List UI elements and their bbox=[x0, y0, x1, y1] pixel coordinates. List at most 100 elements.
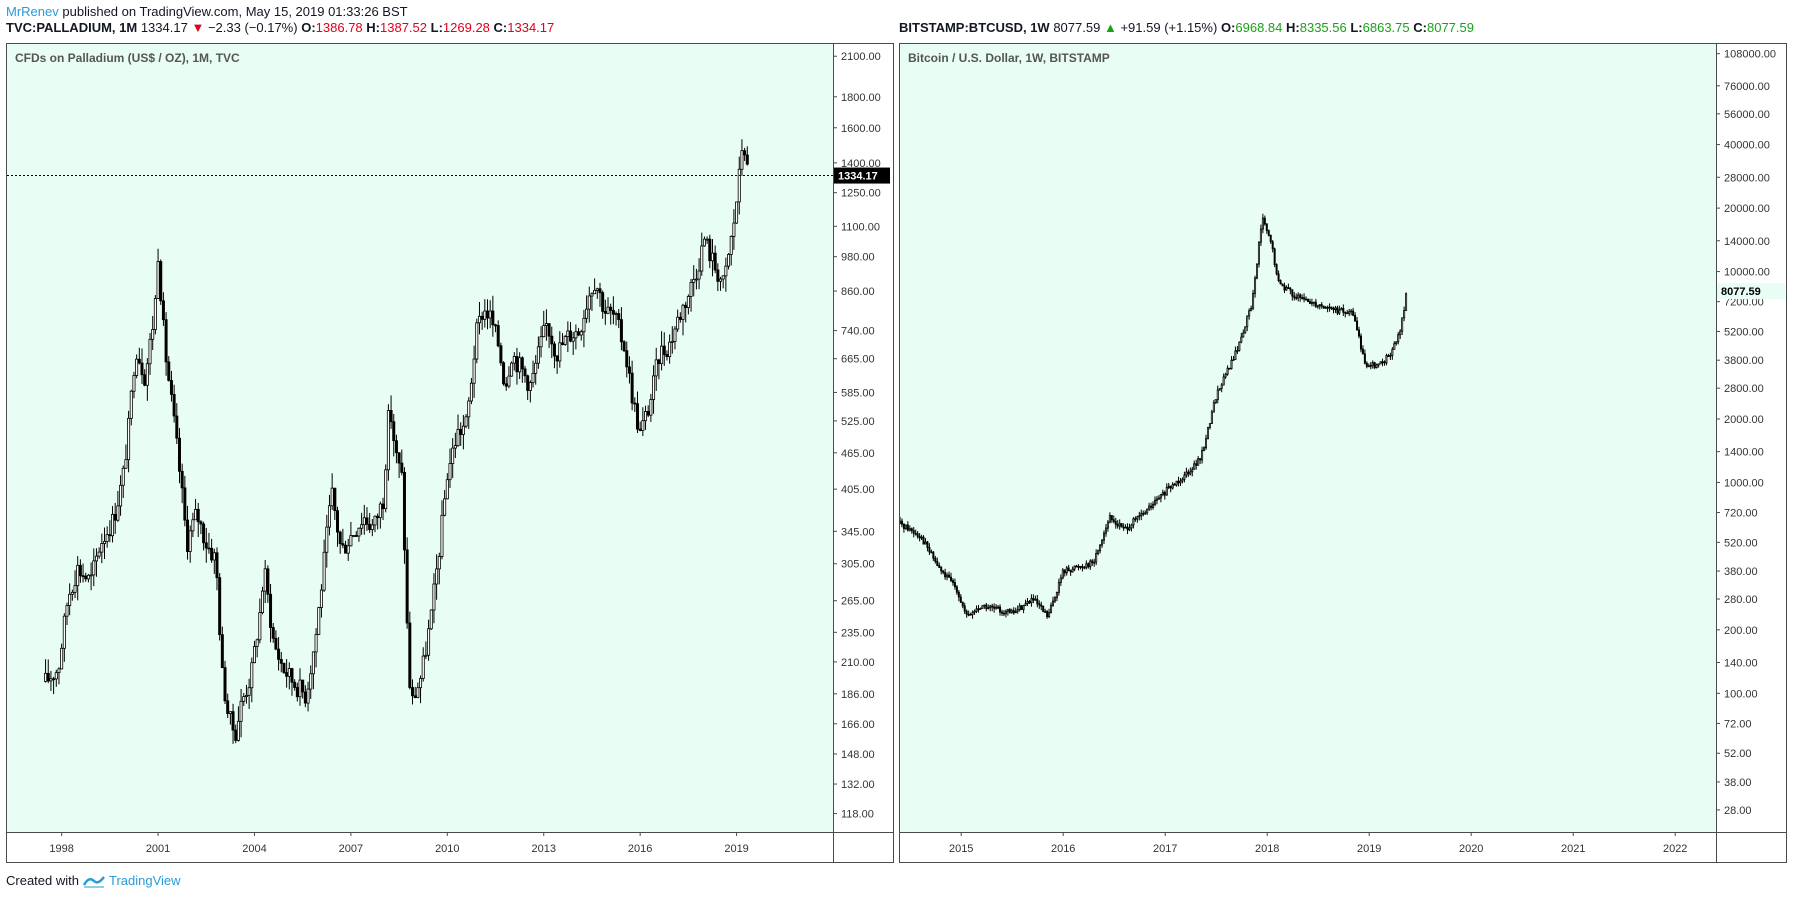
candle-body bbox=[427, 628, 431, 656]
candle-body bbox=[1356, 320, 1359, 331]
candle-body bbox=[713, 252, 717, 271]
candle-body bbox=[1044, 611, 1047, 613]
candle-body bbox=[1201, 450, 1204, 461]
candle-body bbox=[1357, 329, 1360, 337]
candle-body bbox=[499, 345, 503, 364]
candle-body bbox=[676, 316, 680, 330]
candle-body bbox=[94, 555, 98, 562]
palladium-chart-panel[interactable]: CFDs on Palladium (US$ / OZ), 1M, TVC 210… bbox=[6, 43, 894, 863]
y-tick-label: 118.00 bbox=[841, 809, 874, 821]
candle-body bbox=[370, 524, 374, 531]
chart-title: Bitcoin / U.S. Dollar, 1W, BITSTAMP bbox=[908, 51, 1110, 65]
y-tick-label: 108000.00 bbox=[1724, 49, 1776, 61]
candle-body bbox=[1254, 277, 1257, 294]
footer: Created with TradingView bbox=[6, 873, 181, 888]
candle-body bbox=[1263, 217, 1266, 225]
candle-body bbox=[930, 551, 933, 554]
right-c-label: C: bbox=[1413, 20, 1427, 35]
candle-body bbox=[1093, 561, 1096, 564]
right-symbol[interactable]: BITSTAMP:BTCUSD, 1W bbox=[899, 20, 1050, 35]
candle-body bbox=[654, 359, 658, 377]
candle-body bbox=[1295, 297, 1298, 299]
candle-body bbox=[169, 380, 173, 395]
candle-body bbox=[397, 452, 401, 464]
candle-body bbox=[644, 411, 648, 422]
candle-body bbox=[1261, 217, 1264, 230]
right-o-label: O: bbox=[1220, 20, 1236, 35]
candle-body bbox=[1104, 527, 1107, 534]
y-tick-label: 186.00 bbox=[841, 689, 875, 701]
candle-body bbox=[1318, 304, 1321, 307]
y-tick-label: 148.00 bbox=[841, 749, 875, 761]
candle-body bbox=[689, 281, 693, 297]
candle-body bbox=[617, 313, 621, 320]
candle-body bbox=[156, 261, 160, 299]
candle-body bbox=[210, 547, 214, 561]
candle-body bbox=[1301, 297, 1304, 299]
y-tick-label: 3800.00 bbox=[1724, 355, 1764, 367]
candle-body bbox=[137, 358, 141, 364]
candle-body bbox=[435, 568, 439, 585]
candle-body bbox=[705, 238, 709, 241]
candle-body bbox=[1332, 308, 1335, 311]
candle-body bbox=[1267, 230, 1270, 236]
candle-body bbox=[1363, 353, 1366, 364]
candle-body bbox=[1136, 516, 1139, 520]
y-tick-label: 132.00 bbox=[841, 779, 875, 791]
candle-body bbox=[215, 552, 219, 579]
candle-body bbox=[164, 319, 168, 363]
candle-body bbox=[619, 319, 623, 343]
candle-body bbox=[218, 577, 222, 636]
bitcoin-chart-panel[interactable]: Bitcoin / U.S. Dollar, 1W, BITSTAMP 10800… bbox=[898, 43, 1787, 863]
bitcoin-chart[interactable]: Bitcoin / U.S. Dollar, 1W, BITSTAMP 10800… bbox=[898, 44, 1786, 862]
tradingview-link[interactable]: TradingView bbox=[108, 873, 181, 888]
candle-body bbox=[1142, 512, 1145, 515]
candle-body bbox=[1405, 293, 1408, 311]
x-tick-label: 1998 bbox=[49, 843, 73, 855]
candle-body bbox=[630, 372, 634, 404]
candle-body bbox=[411, 687, 415, 697]
candle-body bbox=[1173, 483, 1176, 486]
palladium-chart[interactable]: CFDs on Palladium (US$ / OZ), 1M, TVC 210… bbox=[7, 44, 893, 862]
candle-body bbox=[325, 526, 329, 553]
candle-body bbox=[1342, 308, 1345, 313]
x-tick-label: 2017 bbox=[1153, 843, 1177, 855]
candle-body bbox=[948, 574, 951, 578]
candle-body bbox=[1383, 361, 1386, 364]
left-symbol[interactable]: TVC:PALLADIUM, 1M bbox=[6, 20, 138, 35]
candle-body bbox=[1373, 362, 1376, 368]
candle-body bbox=[595, 288, 599, 291]
candle-body bbox=[526, 375, 530, 391]
candle-body bbox=[1157, 497, 1160, 500]
author-link[interactable]: MrRenev bbox=[6, 4, 59, 19]
y-tick-label: 740.00 bbox=[841, 326, 875, 338]
candle-body bbox=[1199, 458, 1202, 461]
candle-body bbox=[542, 325, 546, 338]
candle-body bbox=[900, 520, 903, 525]
candle-body bbox=[1108, 515, 1111, 523]
candle-body bbox=[1183, 474, 1186, 480]
candle-body bbox=[394, 440, 398, 454]
candle-body bbox=[737, 168, 741, 203]
candle-body bbox=[981, 605, 984, 609]
candle-body bbox=[306, 688, 310, 704]
candle-body bbox=[228, 711, 232, 714]
candle-body bbox=[582, 317, 586, 333]
last-price-label: 8077.59 bbox=[1721, 286, 1761, 298]
candle-body bbox=[1110, 515, 1113, 521]
candle-body bbox=[916, 533, 919, 537]
x-tick-label: 2007 bbox=[339, 843, 363, 855]
y-tick-label: 7200.00 bbox=[1724, 297, 1764, 309]
candle-body bbox=[1059, 577, 1062, 583]
candle-body bbox=[1206, 426, 1209, 440]
candle-body bbox=[191, 519, 195, 532]
candle-body bbox=[678, 316, 682, 320]
candle-body bbox=[1081, 565, 1084, 568]
candle-body bbox=[1085, 563, 1088, 568]
candle-body bbox=[906, 524, 909, 531]
y-tick-label: 235.00 bbox=[841, 627, 875, 639]
candle-body bbox=[1077, 565, 1080, 568]
candle-body bbox=[309, 673, 313, 690]
candle-body bbox=[995, 606, 998, 609]
candle-body bbox=[502, 362, 506, 385]
